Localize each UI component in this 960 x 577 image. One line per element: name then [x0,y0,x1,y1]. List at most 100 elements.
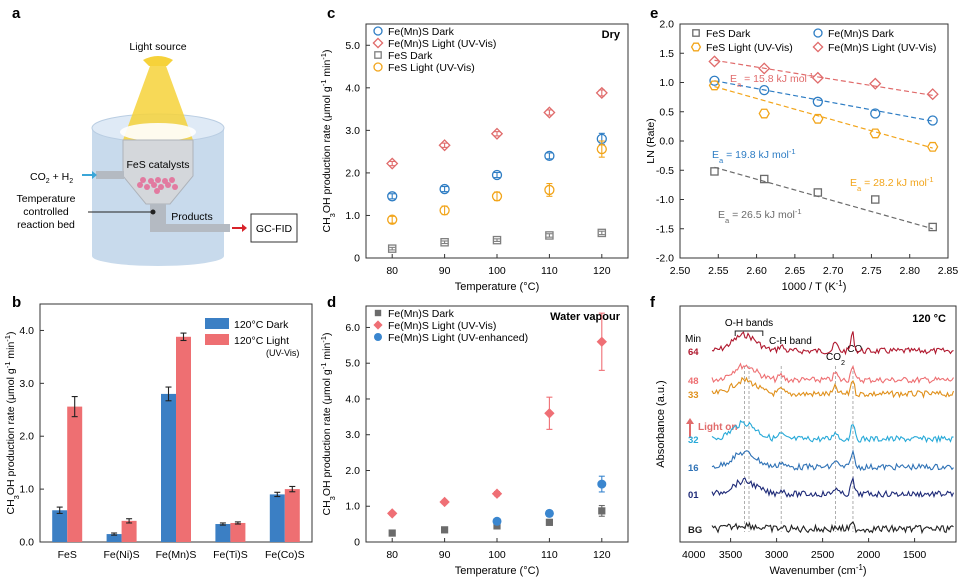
data-point [870,108,881,119]
catalyst-label: FeS catalysts [126,159,189,171]
y-tick-label: 2.0 [345,167,360,179]
data-point [709,75,720,86]
activation-energy-label: Ea = 15.8 kJ mol-1 [730,71,814,89]
data-point [598,507,606,515]
bed-label-line1: Temperature [17,193,76,205]
x-tick-label-edge: 4000 [682,549,706,561]
legend-note: (UV-Vis) [266,348,299,358]
legend-label: FeS Dark [388,50,433,62]
x-tick-label: 110 [541,549,558,561]
x-tick-label: 2.70 [823,265,844,277]
data-point [441,526,449,534]
y-tick-label: 3.0 [19,378,34,390]
legend-label: 120°C Light [234,335,289,347]
fit-line [714,86,933,149]
y-tick-label: 1.0 [345,501,360,513]
x-axis-label: Wavenumber (cm-1) [769,563,866,577]
fit-line [714,80,933,122]
y-tick-label: 3.0 [345,125,360,137]
catalyst-particles [137,177,178,194]
data-point [597,228,607,238]
legend-marker [812,41,824,53]
y-tick-label: 5.0 [345,40,360,52]
light-on-arrowhead [686,418,694,424]
panel-f: f Absorbance (a.u.) 3500 3000 2500 2000 1500 40… [650,294,957,577]
legend-label: FeS Light (UV-Vis) [706,42,793,54]
y-axis-label: CH3OH production rate (μmol g-1 min-1) [3,331,21,514]
data-point [869,128,881,139]
panel-c: c 0 1.0 2.0 3.0 4.0 5.0 CH3OH production rate (… [319,5,629,293]
x-tick-label: 2.75 [861,265,882,277]
legend-label: 120°C Dark [234,319,289,331]
legend-label: FeS Light (UV-Vis) [388,62,475,74]
bar [67,406,83,542]
annotation-oh-bands: O-H bands [725,318,773,329]
bar [161,393,176,542]
data-point [386,157,399,170]
x-tick-label: 1500 [903,549,927,561]
x-tick-label: 100 [488,265,506,277]
bar [215,524,231,542]
panel-letter-b: b [12,294,21,311]
data-point [544,184,555,196]
legend-label: Fe(Mn)S Dark [388,308,455,320]
spectrum-time-label: 32 [688,435,699,446]
spectrum-line [711,521,954,535]
light-bulb-icon [143,56,173,66]
spectrum-line [711,331,954,356]
x-axis-label: 1000 / T (K-1) [782,279,847,294]
y-tick-label: 5.0 [345,358,360,370]
oh-bands-bracket [734,330,764,336]
y-tick-label: 0.0 [659,136,674,148]
bar [106,534,122,542]
x-tick-label: 110 [541,265,558,277]
y-tick-label: 4.0 [345,82,360,94]
data-point [545,518,553,526]
y-tick-label: 0.0 [19,537,34,549]
x-tick-label: Fe(Co)S [265,549,305,561]
fit-line [714,59,933,96]
y-axis-label: CH3OH production rate (μmol g-1 min-1) [319,49,337,232]
annotation-co: CO [847,344,862,355]
x-tick-label: 120 [593,265,611,277]
data-point [758,62,771,75]
annotation-co2: CO2 [826,352,845,367]
legend-label: Fe(Mn)S Dark [388,26,455,38]
data-point [759,174,769,184]
annotation-light-on: Light on [698,422,737,433]
data-point [492,235,502,245]
reactor-base [92,246,224,266]
bar [230,522,246,542]
y-axis-label: CH3OH production rate (μmol g-1 min-1) [319,332,337,515]
x-tick-label: 80 [386,265,398,277]
spectrum-time-label: 33 [688,390,699,401]
data-point [812,113,824,124]
panel-letter-a: a [12,5,21,22]
corner-label: Dry [602,29,621,41]
x-tick-label: 2000 [857,549,881,561]
y-tick-label: 2.0 [19,431,34,443]
data-point [388,529,396,537]
outlet-arrowhead [242,224,247,232]
data-point [491,169,503,181]
bar [176,336,191,542]
data-point [438,139,451,152]
spectrum-line [711,476,955,499]
data-point [596,143,607,155]
activation-energy-label: Ea = 28.2 kJ mol-1 [850,175,934,193]
gc-fid-label: GC-FID [256,223,293,235]
annotation-ch-band: C-H band [769,336,812,347]
data-point [439,183,450,195]
legend-marker [373,320,383,330]
x-tick-label: Fe(Mn)S [156,549,197,561]
y-tick-label: -2.0 [656,253,674,265]
bar [121,520,137,542]
x-tick-label: 2.85 [938,265,959,277]
y-tick-label: -1.5 [656,223,674,235]
y-tick-label: 0.5 [659,106,674,118]
data-point [596,336,607,347]
corner-label: Water vapour [550,311,621,323]
legend-label: Fe(Mn)S Dark [828,28,895,40]
panel-letter-f: f [650,294,656,311]
